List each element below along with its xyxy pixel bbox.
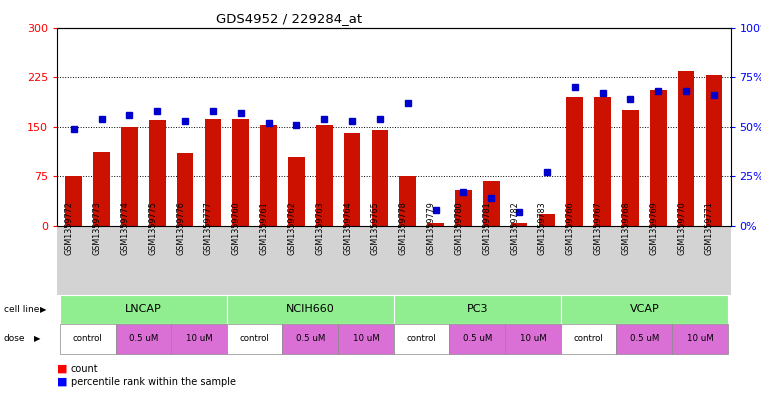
- Bar: [149, 120, 166, 226]
- Text: GSM1359761: GSM1359761: [260, 201, 269, 255]
- Bar: [288, 156, 304, 226]
- Text: GSM1359775: GSM1359775: [148, 201, 158, 255]
- Text: GDS4952 / 229284_at: GDS4952 / 229284_at: [216, 12, 362, 25]
- Bar: [594, 97, 611, 226]
- Text: ▶: ▶: [34, 334, 41, 343]
- Text: GSM1359776: GSM1359776: [176, 201, 185, 255]
- Text: percentile rank within the sample: percentile rank within the sample: [71, 377, 236, 387]
- Text: ▶: ▶: [40, 305, 47, 314]
- Text: GSM1359767: GSM1359767: [594, 201, 603, 255]
- Bar: [344, 133, 361, 226]
- Bar: [566, 97, 583, 226]
- Text: GSM1359780: GSM1359780: [454, 201, 463, 255]
- Text: 0.5 uM: 0.5 uM: [295, 334, 325, 343]
- Text: GSM1359766: GSM1359766: [565, 201, 575, 255]
- Text: control: control: [240, 334, 269, 343]
- Bar: [622, 110, 638, 226]
- Bar: [260, 125, 277, 226]
- Text: GSM1359779: GSM1359779: [427, 201, 435, 255]
- Text: 10 uM: 10 uM: [520, 334, 546, 343]
- Text: GSM1359781: GSM1359781: [482, 201, 491, 255]
- Bar: [678, 70, 694, 226]
- Text: VCAP: VCAP: [629, 305, 659, 314]
- Text: GSM1359760: GSM1359760: [232, 201, 240, 255]
- Text: GSM1359768: GSM1359768: [622, 201, 630, 255]
- Text: ■: ■: [57, 377, 68, 387]
- Text: dose: dose: [4, 334, 25, 343]
- Bar: [65, 176, 82, 226]
- Text: GSM1359763: GSM1359763: [315, 201, 324, 255]
- Text: control: control: [574, 334, 603, 343]
- Text: GSM1359764: GSM1359764: [343, 201, 352, 255]
- Text: GSM1359769: GSM1359769: [649, 201, 658, 255]
- Text: ■: ■: [57, 364, 68, 374]
- Bar: [650, 90, 667, 226]
- Text: GSM1359772: GSM1359772: [65, 201, 74, 255]
- Text: GSM1359771: GSM1359771: [705, 201, 714, 255]
- Bar: [400, 176, 416, 226]
- Text: NCIH660: NCIH660: [286, 305, 335, 314]
- Text: 0.5 uM: 0.5 uM: [129, 334, 158, 343]
- Text: 10 uM: 10 uM: [686, 334, 713, 343]
- Bar: [455, 189, 472, 226]
- Bar: [177, 153, 193, 226]
- Bar: [205, 119, 221, 226]
- Text: 10 uM: 10 uM: [352, 334, 380, 343]
- Text: 10 uM: 10 uM: [186, 334, 212, 343]
- Text: PC3: PC3: [466, 305, 488, 314]
- Text: 0.5 uM: 0.5 uM: [463, 334, 492, 343]
- Text: GSM1359762: GSM1359762: [288, 201, 297, 255]
- Text: GSM1359765: GSM1359765: [371, 201, 380, 255]
- Text: GSM1359774: GSM1359774: [120, 201, 129, 255]
- Text: control: control: [73, 334, 103, 343]
- Bar: [539, 214, 556, 226]
- Bar: [371, 130, 388, 226]
- Text: 0.5 uM: 0.5 uM: [629, 334, 659, 343]
- Text: GSM1359783: GSM1359783: [538, 201, 547, 255]
- Text: GSM1359782: GSM1359782: [510, 201, 519, 255]
- Text: GSM1359778: GSM1359778: [399, 201, 408, 255]
- Text: LNCAP: LNCAP: [125, 305, 162, 314]
- Text: GSM1359773: GSM1359773: [93, 201, 102, 255]
- Text: cell line: cell line: [4, 305, 39, 314]
- Bar: [705, 75, 722, 226]
- Bar: [94, 152, 110, 226]
- Text: GSM1359777: GSM1359777: [204, 201, 213, 255]
- Text: count: count: [71, 364, 98, 374]
- Text: GSM1359770: GSM1359770: [677, 201, 686, 255]
- Bar: [511, 223, 527, 226]
- Bar: [232, 119, 249, 226]
- Bar: [427, 223, 444, 226]
- Bar: [483, 181, 499, 226]
- Bar: [316, 125, 333, 226]
- Bar: [121, 127, 138, 226]
- Text: control: control: [407, 334, 437, 343]
